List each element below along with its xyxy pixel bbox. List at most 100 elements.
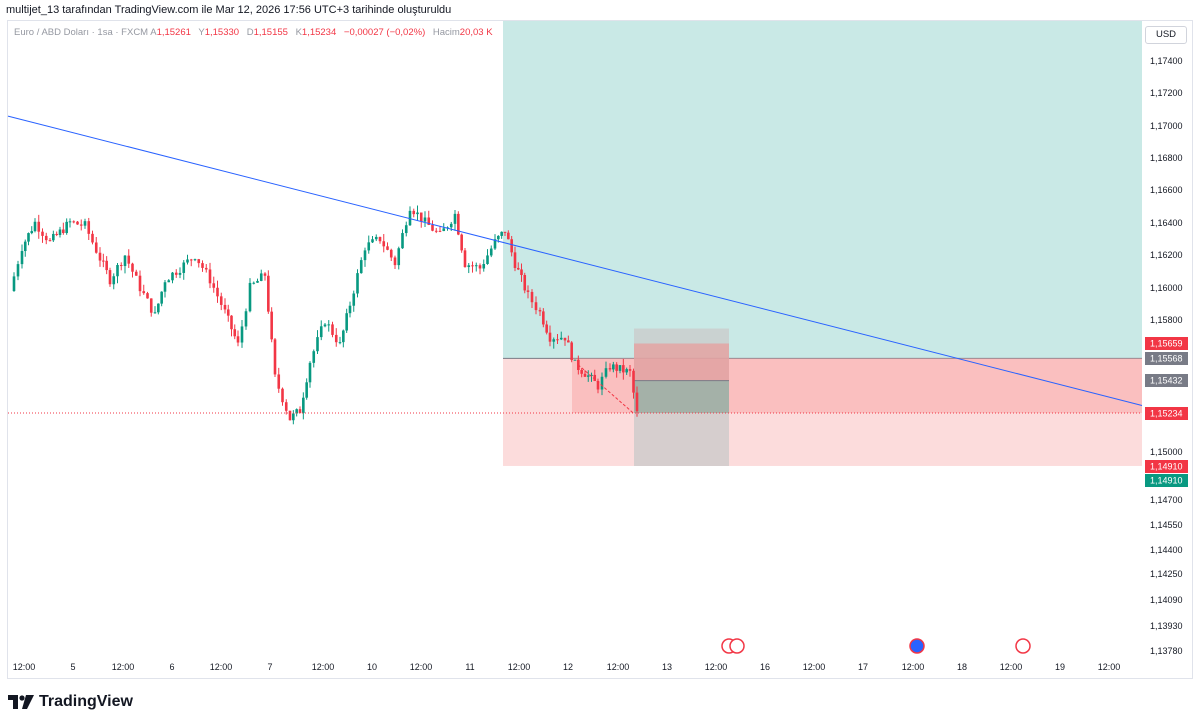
chart-frame[interactable] [7, 20, 1193, 679]
candle-body [208, 269, 212, 284]
candle-body [530, 291, 534, 303]
candle-body [41, 231, 44, 236]
open-value: 1,15261 [156, 27, 191, 38]
candle-body [112, 276, 116, 285]
tradingview-logo[interactable]: TradingView [8, 693, 133, 711]
candle-body [348, 305, 352, 314]
x-axis-tick: 12:00 [902, 662, 925, 672]
candle-body [102, 260, 105, 262]
candle-body [474, 265, 478, 267]
candle-body [442, 228, 446, 232]
candle-body [33, 221, 37, 232]
candle-body [288, 410, 292, 421]
candle-body [570, 342, 573, 361]
symbol-label[interactable]: Euro / ABD Doları · 1sa · FXCM [14, 27, 149, 38]
open-label: A [150, 27, 157, 38]
candle-body [331, 324, 334, 335]
candle-body [263, 273, 267, 276]
candle-body [449, 223, 453, 228]
long-target-zone [503, 21, 1142, 359]
candle-body [615, 364, 618, 371]
candle-body [523, 275, 527, 291]
candle-body [374, 236, 378, 240]
candle-body [308, 362, 312, 383]
candle-body [219, 296, 223, 305]
candle-body [316, 337, 319, 352]
candle-body [298, 409, 302, 414]
candle-body [431, 224, 434, 231]
candle-body [87, 221, 91, 234]
candle-body [259, 273, 263, 281]
us-flags-icon[interactable] [721, 638, 745, 654]
candle-body [127, 255, 131, 264]
candle-body [149, 298, 153, 313]
candle-body [513, 252, 517, 268]
candle-body [542, 311, 545, 325]
candle-body [189, 259, 193, 261]
price-tag [1145, 460, 1188, 473]
x-axis-tick: 11 [465, 662, 474, 672]
candle-body [482, 263, 486, 269]
currency-selector[interactable]: USD [1145, 26, 1187, 44]
x-axis-tick: 12:00 [705, 662, 728, 672]
us-flag-icon[interactable] [1015, 638, 1031, 654]
candle-body [503, 231, 507, 233]
candle-body [371, 239, 374, 243]
candle-body [284, 402, 288, 411]
candle-body [302, 397, 305, 414]
candle-body [359, 260, 363, 274]
candle-body [83, 221, 87, 226]
candle-body [334, 334, 338, 343]
y-axis-tick: 1,15000 [1150, 447, 1183, 457]
x-axis-tick: 19 [1055, 662, 1065, 672]
candle-body [174, 272, 178, 275]
candle-body [580, 370, 583, 374]
candle-body [493, 239, 497, 249]
candle-body [453, 213, 457, 224]
price-tag-label: 1,15568 [1150, 354, 1183, 364]
candle-body [434, 230, 438, 232]
candle-body [248, 282, 252, 312]
candle-body [186, 259, 189, 263]
x-axis-tick: 12:00 [312, 662, 335, 672]
candle-body [389, 249, 393, 258]
candle-body [256, 280, 259, 283]
price-tag [1145, 374, 1188, 387]
candle-body [98, 252, 102, 261]
candle-body [323, 324, 327, 327]
y-axis-tick: 1,15800 [1150, 315, 1183, 325]
candle-body [625, 369, 628, 373]
y-axis-tick: 1,14090 [1150, 595, 1183, 605]
low-value: 1,15155 [253, 27, 288, 38]
candle-body [463, 250, 467, 268]
us-flag-icon [729, 638, 745, 654]
candle-body [538, 310, 542, 312]
price-tag [1145, 337, 1188, 350]
globe-icon[interactable] [909, 638, 925, 654]
y-axis-tick: 1,17000 [1150, 121, 1183, 131]
candle-body [134, 271, 138, 276]
candle-body [142, 291, 146, 294]
us-flag-icon [1015, 638, 1031, 654]
candle-body [567, 340, 570, 343]
candle-body [212, 283, 216, 288]
candle-body [157, 303, 160, 313]
x-axis-tick: 7 [267, 662, 272, 672]
price-tag-label: 1,14910 [1150, 462, 1183, 472]
candle-body [226, 309, 230, 316]
candle-body [230, 315, 233, 330]
candle-body [153, 312, 157, 314]
price-tag [1145, 352, 1188, 365]
candle-body [586, 375, 590, 377]
candle-body [556, 339, 559, 341]
candle-body [62, 229, 65, 234]
x-axis-tick: 18 [957, 662, 967, 672]
candle-body [201, 263, 204, 268]
candle-body [79, 224, 83, 226]
close-label: K [295, 27, 302, 38]
candle-body [559, 337, 563, 340]
candle-body [193, 259, 197, 261]
candle-body [23, 241, 27, 252]
candle-body [138, 275, 142, 292]
